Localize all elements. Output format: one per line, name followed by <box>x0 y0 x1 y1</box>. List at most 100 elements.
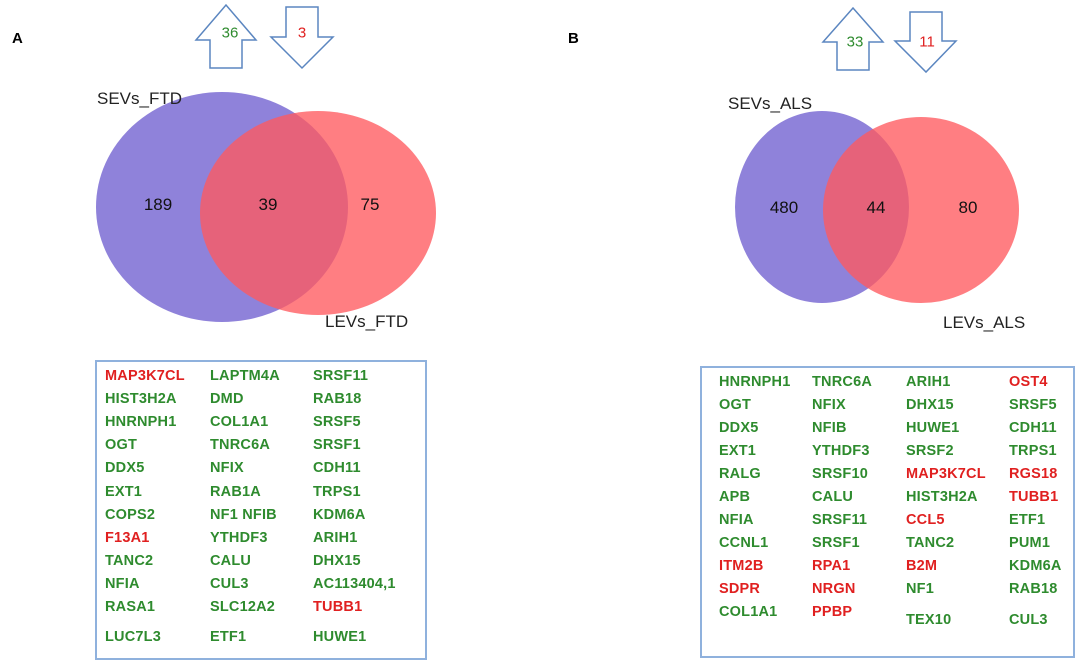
gene-name: KDM6A <box>1009 558 1062 574</box>
gene-name: TANC2 <box>906 535 955 551</box>
gene-name: NFIX <box>210 460 244 476</box>
gene-name: SRSF2 <box>906 443 954 459</box>
gene-name: SRSF5 <box>313 414 361 430</box>
gene-name: TNRC6A <box>210 437 271 453</box>
gene-name: HNRNPH1 <box>719 374 791 390</box>
set1-label: SEVs_ALS <box>728 94 813 113</box>
gene-name: F13A1 <box>105 530 150 546</box>
gene-name: APB <box>719 489 751 505</box>
gene-name: SRSF11 <box>313 368 369 384</box>
up-arrow-icon <box>821 6 885 71</box>
gene-name: NF1 NFIB <box>210 507 277 523</box>
panel-b-letter: B <box>568 30 579 47</box>
gene-name: RALG <box>719 466 761 482</box>
gene-name: PPBP <box>812 604 853 620</box>
gene-name: HIST3H2A <box>105 391 177 407</box>
gene-name: NFIB <box>812 420 847 436</box>
gene-name: RASA1 <box>105 599 156 615</box>
up-arrow-icon <box>194 3 258 69</box>
gene-name: HUWE1 <box>906 420 960 436</box>
only-set1-count: 480 <box>769 198 799 217</box>
gene-name: HUWE1 <box>313 629 367 645</box>
set1-label: SEVs_FTD <box>97 89 183 108</box>
gene-name: MAP3K7CL <box>906 466 986 482</box>
gene-name: RGS18 <box>1009 466 1058 482</box>
gene-name: KDM6A <box>313 507 366 523</box>
gene-name: YTHDF3 <box>812 443 870 459</box>
gene-name: RAB18 <box>313 391 362 407</box>
only-set2-count: 80 <box>958 198 978 217</box>
only-set1-count: 189 <box>143 195 173 214</box>
gene-name: LUC7L3 <box>105 629 161 645</box>
gene-name: COPS2 <box>105 507 156 523</box>
gene-name: CALU <box>812 489 854 505</box>
gene-name: TRPS1 <box>313 484 361 500</box>
gene-name: SDPR <box>719 581 761 597</box>
gene-name: YTHDF3 <box>210 530 268 546</box>
gene-name: DDX5 <box>105 460 145 476</box>
gene-name: NRGN <box>812 581 856 597</box>
gene-name: DDX5 <box>719 420 759 436</box>
gene-name: ETF1 <box>210 629 247 645</box>
gene-name: EXT1 <box>105 484 143 500</box>
gene-name: OST4 <box>1009 374 1048 390</box>
gene-name: NFIX <box>812 397 846 413</box>
gene-name: OGT <box>719 397 752 413</box>
gene-name: CDH11 <box>1009 420 1057 436</box>
gene-name: RAB18 <box>1009 581 1058 597</box>
down-arrow-icon <box>269 6 335 70</box>
downregulated-count: 3 <box>297 24 307 42</box>
down-arrow-icon <box>893 11 958 74</box>
gene-name: PUM1 <box>1009 535 1051 551</box>
gene-name: SLC12A2 <box>210 599 276 615</box>
gene-name: ARIH1 <box>313 530 358 546</box>
gene-name: COL1A1 <box>719 604 778 620</box>
gene-name: NF1 <box>906 581 934 597</box>
gene-name: HNRNPH1 <box>105 414 177 430</box>
gene-name: SRSF1 <box>313 437 361 453</box>
gene-name: TEX10 <box>906 612 952 628</box>
gene-name: CALU <box>210 553 252 569</box>
gene-name: DMD <box>210 391 244 407</box>
gene-name: AC113404,1 <box>313 576 396 592</box>
gene-name: MAP3K7CL <box>105 368 185 384</box>
gene-name: SRSF10 <box>812 466 868 482</box>
gene-name: ARIH1 <box>906 374 951 390</box>
gene-name: ITM2B <box>719 558 764 574</box>
gene-name: CCNL1 <box>719 535 769 551</box>
gene-name: CUL3 <box>1009 612 1048 628</box>
levs-ftd-circle <box>200 111 436 315</box>
downregulated-count: 11 <box>919 33 935 51</box>
gene-name: HIST3H2A <box>906 489 978 505</box>
gene-name: SRSF5 <box>1009 397 1057 413</box>
gene-name: OGT <box>105 437 138 453</box>
gene-name: NFIA <box>719 512 754 528</box>
gene-name: CDH11 <box>313 460 361 476</box>
gene-name: RAB1A <box>210 484 261 500</box>
gene-list-box-b <box>700 366 1075 658</box>
gene-name: TNRC6A <box>812 374 873 390</box>
upregulated-count: 36 <box>221 24 239 42</box>
gene-name: NFIA <box>105 576 140 592</box>
gene-name: EXT1 <box>719 443 757 459</box>
gene-name: CUL3 <box>210 576 249 592</box>
overlap-count: 39 <box>258 195 278 214</box>
gene-name: DHX15 <box>313 553 361 569</box>
gene-name: COL1A1 <box>210 414 269 430</box>
overlap-count: 44 <box>866 198 886 217</box>
gene-name: TUBB1 <box>1009 489 1059 505</box>
gene-name: LAPTM4A <box>210 368 280 384</box>
gene-name: SRSF11 <box>812 512 868 528</box>
gene-name: RPA1 <box>812 558 851 574</box>
gene-list-box-a <box>95 360 427 660</box>
gene-name: B2M <box>906 558 938 574</box>
set2-label: LEVs_FTD <box>325 312 409 331</box>
panel-a-letter: A <box>12 30 23 47</box>
levs-als-circle <box>823 117 1019 303</box>
gene-name: ETF1 <box>1009 512 1046 528</box>
upregulated-count: 33 <box>846 33 864 51</box>
gene-name: TRPS1 <box>1009 443 1057 459</box>
gene-name: CCL5 <box>906 512 945 528</box>
gene-name: DHX15 <box>906 397 954 413</box>
